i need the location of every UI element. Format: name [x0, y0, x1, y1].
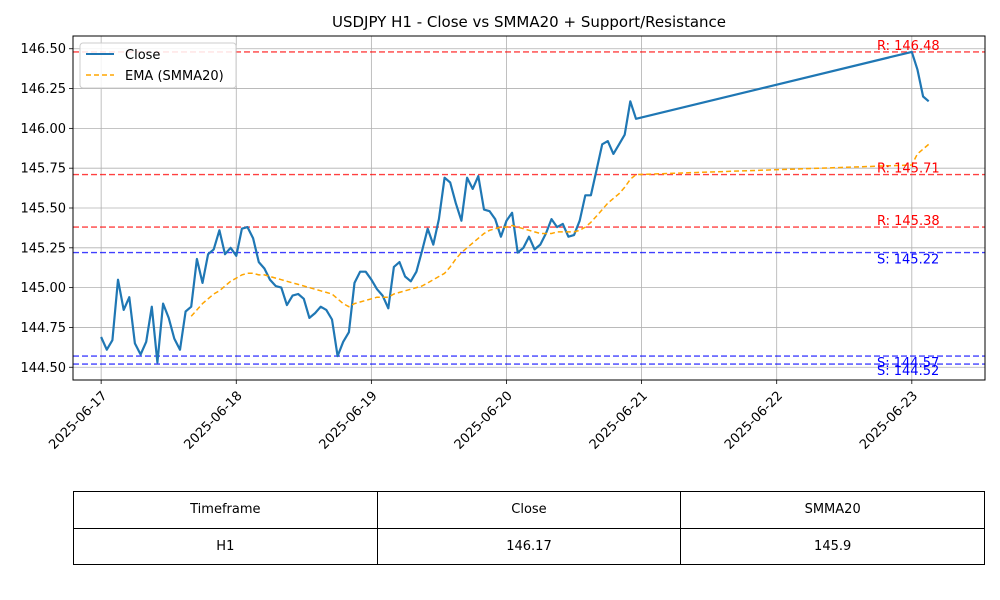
- y-tick-label: 146.25: [21, 82, 67, 97]
- smma20-series-line: [190, 143, 930, 317]
- support-resistance-levels: [73, 51, 985, 365]
- resistance-level-label: R: 145.71: [877, 162, 940, 177]
- legend-label-smma: EMA (SMMA20): [125, 69, 224, 84]
- x-tick-label: 2025-06-22: [722, 389, 786, 453]
- level-labels: R: 146.48 R: 145.71 R: 145.38 S: 145.22 S: 1…: [877, 39, 940, 379]
- y-tick-label: 145.00: [21, 281, 67, 296]
- table-cell-timeframe: H1: [73, 527, 378, 565]
- summary-table: Timeframe Close SMMA20 H1 146.17 145.9: [73, 491, 985, 565]
- table-cell-smma20: 145.9: [680, 527, 985, 565]
- support-level-label: S: 144.52: [877, 364, 939, 379]
- x-tick-label: 2025-06-21: [587, 389, 651, 453]
- y-tick-label: 146.50: [21, 42, 67, 57]
- x-tick-label: 2025-06-23: [857, 389, 921, 453]
- x-tick-label: 2025-06-18: [181, 389, 245, 453]
- table-header-close: Close: [376, 491, 682, 529]
- series-lines: [100, 50, 930, 364]
- price-chart: USDJPY H1 - Close vs SMMA20 + Support/Re…: [21, 13, 986, 453]
- y-tick-label: 145.75: [21, 162, 67, 177]
- x-tick-label: 2025-06-20: [452, 389, 516, 453]
- resistance-level-label: R: 146.48: [877, 39, 940, 54]
- support-level-label: S: 144.57: [877, 356, 939, 371]
- y-tick-label: 146.00: [21, 122, 67, 137]
- x-tick-label: 2025-06-17: [46, 389, 110, 453]
- legend-label-close: Close: [125, 48, 160, 63]
- legend: Close EMA (SMMA20): [79, 42, 237, 89]
- table-cell-close: 146.17: [376, 527, 682, 565]
- legend-box: [79, 42, 237, 89]
- y-tick-label: 145.50: [21, 202, 67, 217]
- chart-title: USDJPY H1 - Close vs SMMA20 + Support/Re…: [332, 13, 726, 31]
- table-header-row: Timeframe Close SMMA20: [73, 491, 985, 529]
- x-tick-label: 2025-06-19: [317, 389, 381, 453]
- support-level-label: S: 145.22: [877, 253, 939, 268]
- table-header-smma20: SMMA20: [680, 491, 985, 529]
- table-row: H1 146.17 145.9: [73, 527, 985, 565]
- y-tick-label: 145.25: [21, 241, 67, 256]
- close-series-line: [100, 50, 930, 364]
- table-header-timeframe: Timeframe: [73, 491, 378, 529]
- resistance-level-label: R: 145.38: [877, 214, 940, 229]
- y-tick-label: 144.50: [21, 361, 67, 376]
- y-tick-label: 144.75: [21, 321, 67, 336]
